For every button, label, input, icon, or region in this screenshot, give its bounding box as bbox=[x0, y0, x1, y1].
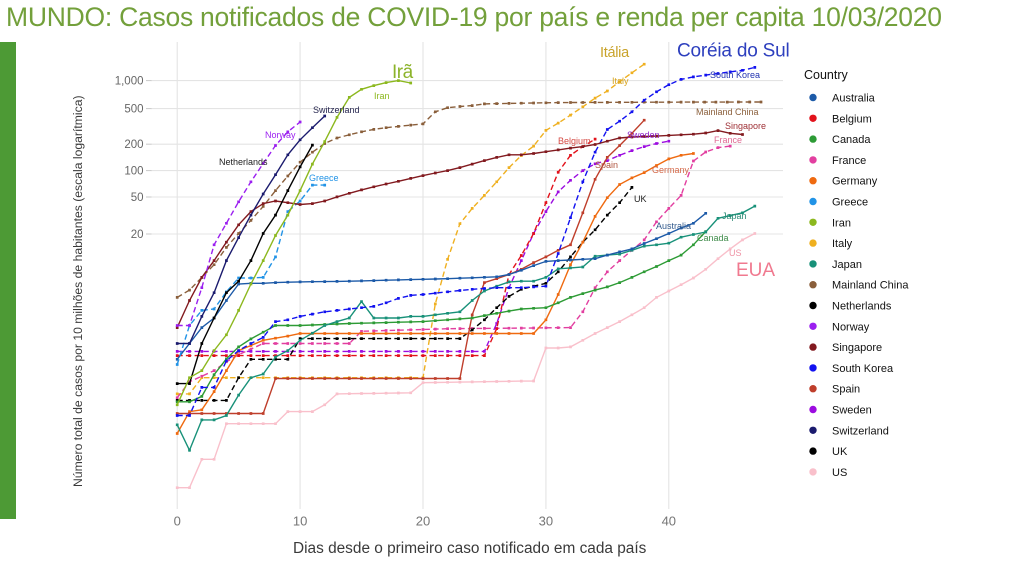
svg-text:Germany: Germany bbox=[832, 176, 878, 188]
svg-text:10: 10 bbox=[293, 514, 307, 529]
svg-text:UK: UK bbox=[832, 446, 848, 458]
svg-text:South Korea: South Korea bbox=[832, 363, 894, 375]
svg-text:Canada: Canada bbox=[832, 134, 871, 146]
svg-text:Spain: Spain bbox=[595, 160, 618, 170]
svg-text:EUA: EUA bbox=[736, 260, 775, 281]
svg-text:Mainland China: Mainland China bbox=[832, 280, 909, 292]
svg-text:South Korea: South Korea bbox=[710, 70, 760, 80]
svg-text:Spain: Spain bbox=[832, 384, 860, 396]
svg-text:Australia: Australia bbox=[832, 93, 876, 105]
svg-text:30: 30 bbox=[539, 514, 553, 529]
svg-text:Switzerland: Switzerland bbox=[313, 105, 360, 115]
svg-text:Netherlands: Netherlands bbox=[219, 157, 268, 167]
svg-text:Sweden: Sweden bbox=[627, 130, 660, 140]
svg-text:500: 500 bbox=[124, 104, 143, 116]
svg-text:Sweden: Sweden bbox=[832, 405, 872, 417]
svg-text:Greece: Greece bbox=[832, 197, 868, 209]
svg-text:France: France bbox=[832, 155, 866, 167]
svg-text:50: 50 bbox=[131, 192, 144, 204]
svg-text:Italy: Italy bbox=[832, 238, 853, 250]
svg-text:Australia: Australia bbox=[656, 221, 691, 231]
svg-text:1,000: 1,000 bbox=[115, 76, 144, 88]
svg-text:Country: Country bbox=[804, 68, 849, 82]
svg-text:Belgium: Belgium bbox=[832, 113, 872, 125]
svg-text:Coréia do Sul: Coréia do Sul bbox=[677, 41, 790, 62]
svg-text:Singapore: Singapore bbox=[832, 342, 882, 354]
svg-text:20: 20 bbox=[416, 514, 430, 529]
svg-text:France: France bbox=[714, 135, 742, 145]
svg-text:Itália: Itália bbox=[600, 45, 630, 61]
svg-text:Japan: Japan bbox=[722, 211, 747, 221]
svg-text:Norway: Norway bbox=[832, 321, 870, 333]
svg-text:Norway: Norway bbox=[265, 130, 296, 140]
svg-text:Switzerland: Switzerland bbox=[832, 425, 889, 437]
svg-text:Greece: Greece bbox=[309, 173, 339, 183]
svg-text:Singapore: Singapore bbox=[725, 121, 766, 131]
svg-text:Italy: Italy bbox=[612, 76, 629, 86]
svg-text:Germany: Germany bbox=[652, 165, 690, 175]
svg-text:US: US bbox=[729, 248, 742, 258]
svg-text:100: 100 bbox=[124, 166, 143, 178]
svg-text:Netherlands: Netherlands bbox=[832, 301, 892, 313]
svg-text:US: US bbox=[832, 467, 847, 479]
svg-text:200: 200 bbox=[124, 139, 143, 151]
svg-text:UK: UK bbox=[634, 194, 647, 204]
svg-text:Belgium: Belgium bbox=[558, 136, 591, 146]
svg-text:40: 40 bbox=[662, 514, 676, 529]
svg-text:Irã: Irã bbox=[392, 62, 414, 83]
svg-text:Mainland China: Mainland China bbox=[696, 107, 759, 117]
svg-text:0: 0 bbox=[174, 514, 181, 529]
svg-text:Iran: Iran bbox=[832, 217, 851, 229]
svg-text:Canada: Canada bbox=[697, 233, 729, 243]
svg-text:Japan: Japan bbox=[832, 259, 862, 271]
svg-text:Iran: Iran bbox=[374, 91, 390, 101]
svg-text:20: 20 bbox=[131, 229, 144, 241]
